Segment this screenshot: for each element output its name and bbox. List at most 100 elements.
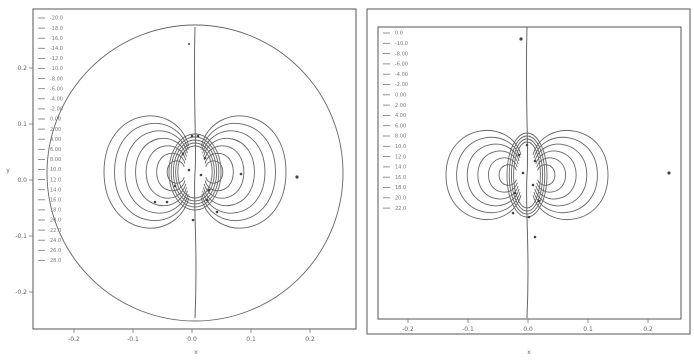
contour-marker — [511, 211, 515, 215]
legend-entry: 8.00 — [395, 134, 406, 140]
contour-marker — [190, 134, 194, 138]
contour-line — [536, 157, 566, 193]
legend-entry: 6.00 — [395, 123, 406, 129]
legend-entry: -14.0 — [50, 46, 63, 52]
y-tick-label: 0.1 — [17, 121, 27, 128]
legend-entry: -2.00 — [50, 107, 63, 113]
legend-entry: -8.00 — [50, 76, 63, 82]
legend-entry: 20.0 — [395, 196, 406, 202]
legend-entry: 8.00 — [50, 157, 61, 163]
inner-contour — [172, 139, 218, 205]
contour-marker — [527, 215, 531, 219]
contour-marker — [199, 173, 203, 177]
right-contours — [445, 26, 671, 319]
right-contour-plot: -0.2 -0.1 0.0 0.1 0.2 0.0 -10.0 -8.00 -6.00 -4.0… — [366, 8, 691, 356]
contour-marker — [531, 183, 535, 187]
contour-marker — [519, 37, 523, 41]
contour-marker — [533, 159, 537, 163]
legend-entry: -18.0 — [50, 26, 63, 32]
left-x-axis-label: x — [194, 349, 198, 356]
x-tick-label: -0.1 — [127, 336, 139, 343]
contour-line — [466, 143, 520, 207]
inner-contour — [506, 132, 548, 218]
contour-marker — [181, 152, 185, 156]
contour-marker — [188, 43, 190, 45]
right-legend: 0.0 -10.0 -8.00 -6.00 -4.00 -2.00 0.00 2.00 4.00… — [383, 31, 408, 212]
contour-line — [200, 115, 287, 229]
legend-entry: 10.0 — [395, 144, 406, 150]
contour-marker — [203, 156, 207, 160]
contour-line — [202, 130, 266, 214]
contour-marker — [537, 199, 541, 203]
legend-entry: 16.0 — [395, 175, 406, 181]
x-tick-label: -0.2 — [68, 336, 80, 343]
y-tick-label: -0.1 — [15, 233, 27, 240]
contour-marker — [207, 188, 211, 192]
symmetry-line — [193, 26, 197, 319]
legend-entry: 14.0 — [395, 165, 406, 171]
legend-entry: 2.00 — [50, 127, 61, 133]
legend-entry: 18.0 — [395, 185, 406, 191]
contour-line — [535, 150, 577, 200]
inner-contour — [510, 138, 544, 212]
legend-entry: 0.0 — [395, 31, 403, 37]
inner-contour — [168, 133, 222, 211]
x-tick-label: 0.1 — [246, 336, 256, 343]
outer-contour — [46, 24, 344, 322]
contour-line — [135, 137, 188, 207]
contour-marker — [153, 200, 157, 204]
contour-marker — [187, 168, 191, 172]
legend-entry: -4.00 — [50, 97, 63, 103]
legend-entry: 4.00 — [395, 113, 406, 119]
x-tick-label: 0.2 — [643, 326, 653, 333]
contour-line — [534, 143, 588, 207]
right-plot-inner-frame — [377, 26, 682, 320]
y-tick-label: 0.0 — [17, 177, 27, 184]
contour-line — [477, 150, 519, 200]
right-plot-outer-frame — [366, 8, 691, 335]
contour-line — [532, 130, 609, 220]
left-axis-ticks: -0.2 -0.1 0.0 0.1 0.2 0.2 0.1 0.0 -0.1 -0.2 — [15, 65, 315, 343]
legend-entry: 4.00 — [50, 137, 61, 143]
inner-contour — [513, 141, 541, 209]
legend-entry: 0.00 — [395, 93, 406, 99]
contour-line — [202, 137, 255, 207]
contour-line — [203, 145, 245, 199]
right-axis-ticks: -0.2 -0.1 0.0 0.1 0.2 — [402, 319, 653, 333]
inner-contour — [170, 136, 220, 208]
contour-marker — [517, 153, 521, 157]
contour-line — [445, 130, 522, 220]
left-legend: -20.0 -18.0 -16.0 -14.0 -12.0 -10.0 -8.00 -6.00… — [38, 16, 63, 264]
contour-marker — [173, 184, 177, 188]
contour-marker — [667, 171, 671, 175]
left-contour-plot: -0.2 -0.1 0.0 0.1 0.2 0.2 0.1 0.0 -0.1 -0.2 -20.0… — [6, 8, 357, 356]
legend-entry: -12.0 — [50, 56, 63, 62]
x-tick-label: 0.2 — [305, 336, 315, 343]
legend-entry: 14.0 — [50, 187, 61, 193]
inner-contour — [175, 142, 215, 202]
y-tick-label: 0.2 — [17, 65, 27, 72]
legend-entry: 2.00 — [395, 103, 406, 109]
contour-marker — [525, 143, 529, 147]
left-plot-frame — [32, 8, 357, 330]
contour-marker — [239, 172, 243, 176]
legend-entry: -10.0 — [50, 66, 63, 72]
legend-entry: 28.0 — [50, 258, 61, 264]
legend-entry: -10.0 — [395, 41, 408, 47]
symmetry-line — [525, 26, 529, 319]
contour-line — [488, 157, 518, 193]
contour-line — [201, 123, 276, 221]
legend-entry: 22.0 — [395, 206, 406, 212]
contour-line — [103, 115, 190, 229]
legend-entry: 6.00 — [50, 147, 61, 153]
x-tick-label: 0.1 — [583, 326, 593, 333]
legend-entry: -16.0 — [50, 36, 63, 42]
y-tick-label: -0.2 — [15, 289, 27, 296]
legend-entry: -6.00 — [395, 62, 408, 68]
contour-marker — [295, 175, 299, 179]
x-tick-label: 0.0 — [523, 326, 533, 333]
legend-entry: 26.0 — [50, 248, 61, 254]
contour-marker — [191, 218, 195, 222]
legend-entry: 10.0 — [50, 167, 61, 173]
